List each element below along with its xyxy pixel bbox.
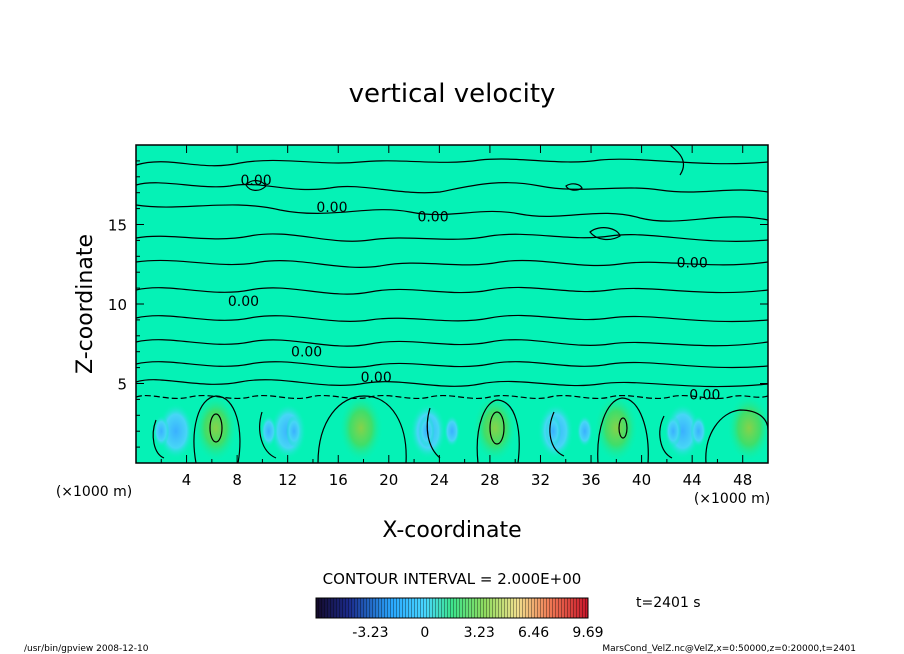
time-label: t=2401 s: [636, 595, 701, 611]
downdraft-cell: [545, 415, 562, 448]
x-tick-label: 28: [480, 471, 499, 489]
y-axis-label: Z-coordinate: [73, 234, 98, 374]
contour-value-label: 0.00: [291, 345, 322, 361]
colorbar-tick-label: -3.23: [352, 625, 388, 641]
downdraft-cell: [690, 415, 707, 448]
x-unit-left-label: (×1000 m): [56, 484, 132, 500]
x-axis-label: X-coordinate: [382, 518, 521, 543]
plot-area: 0.00 0.00 0.00 0.00 0.00 0.00 0.00 0.00: [136, 145, 768, 463]
x-tick-label: 4: [182, 471, 192, 489]
colorbar-tick-label: 0: [420, 625, 429, 641]
y-axis-ticks: 5 10 15: [108, 160, 768, 448]
y-tick-label: 5: [117, 376, 127, 394]
y-tick-label: 10: [108, 296, 127, 314]
downdraft-cell: [576, 415, 593, 448]
contour-value-label: 0.00: [677, 256, 708, 272]
contour-value-label: 0.00: [361, 370, 392, 386]
x-tick-label: 24: [430, 471, 449, 489]
updraft-region: [727, 394, 768, 463]
contour-value-label: 0.00: [316, 200, 347, 216]
x-tick-label: 32: [531, 471, 550, 489]
colorbar-stripes: [316, 598, 588, 618]
x-tick-label: 36: [581, 471, 600, 489]
colorbar-tick-label: 3.23: [464, 625, 495, 641]
x-axis-ticks: 4 8 12 16 20 24 28 32 36 40 44 48: [160, 145, 752, 489]
y-tick-label: 15: [108, 217, 127, 235]
x-tick-label: 12: [278, 471, 297, 489]
updraft-region: [594, 394, 639, 463]
downdraft-cell: [153, 415, 170, 448]
contour-value-label: 0.00: [240, 173, 271, 189]
plot-background: [136, 145, 768, 463]
x-tick-label: 16: [329, 471, 348, 489]
contour-value-label: 0.00: [417, 210, 448, 226]
footer-right: MarsCond_VelZ.nc@VelZ,x=0:50000,z=0:2000…: [602, 644, 856, 654]
updraft-region: [338, 394, 383, 463]
x-unit-right-label: (×1000 m): [694, 491, 770, 507]
footer-left: /usr/bin/gpview 2008-12-10: [24, 644, 149, 654]
x-tick-label: 44: [683, 471, 702, 489]
contour-value-label: 0.00: [689, 388, 720, 404]
downdraft-cell: [418, 415, 435, 448]
colorbar-tick-label: 9.69: [572, 625, 603, 641]
colorbar-ticks: -3.23 0 3.23 6.46 9.69: [352, 625, 603, 641]
downdraft-cell: [260, 415, 277, 448]
contour-labels: 0.00 0.00 0.00 0.00 0.00 0.00 0.00 0.00: [228, 173, 721, 404]
x-tick-label: 40: [632, 471, 651, 489]
x-tick-label: 48: [733, 471, 752, 489]
x-tick-label: 20: [379, 471, 398, 489]
updraft-region: [193, 394, 238, 463]
downdraft-cell: [286, 415, 302, 448]
colorbar-tick-label: 6.46: [518, 625, 549, 641]
contour-lines: [136, 145, 768, 463]
chart-title: vertical velocity: [349, 79, 556, 109]
downdraft-region: [157, 403, 194, 460]
contour-value-label: 0.00: [228, 294, 259, 310]
x-tick-label: 8: [232, 471, 242, 489]
downdraft-cell: [665, 415, 682, 448]
velocity-field: [153, 394, 768, 463]
updraft-region: [472, 394, 517, 463]
contour-interval-label: CONTOUR INTERVAL = 2.000E+00: [323, 570, 582, 588]
downdraft-cell: [444, 415, 460, 448]
